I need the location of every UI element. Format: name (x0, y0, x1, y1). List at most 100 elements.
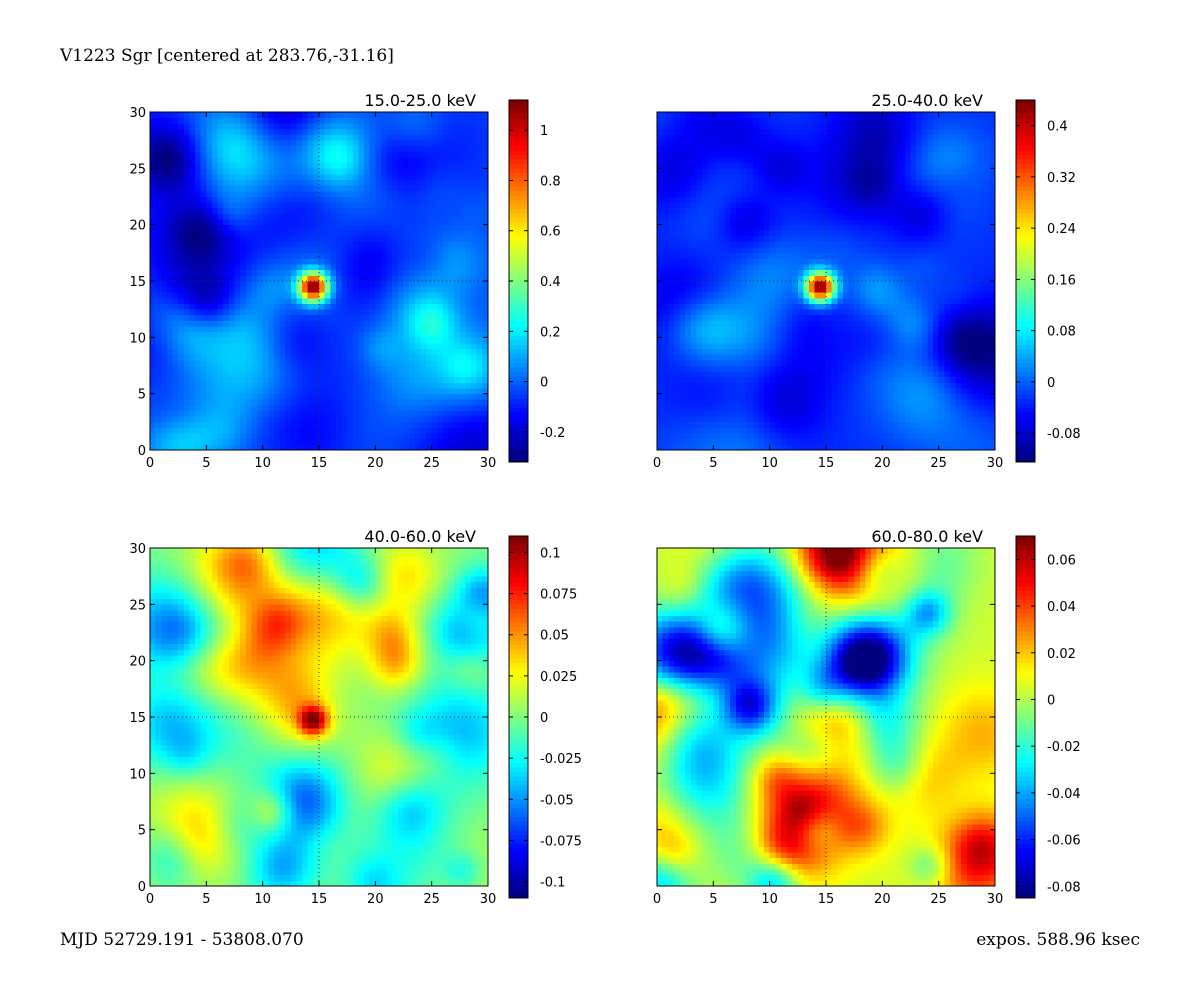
heatmap-cell (938, 404, 945, 411)
heatmap-cell (178, 151, 185, 158)
heatmap-cell (809, 427, 816, 434)
heatmap-cell (904, 427, 911, 434)
heatmap-cell (251, 286, 258, 293)
heatmap-cell (420, 382, 427, 389)
heatmap-cell (341, 128, 348, 135)
heatmap-cell (730, 382, 737, 389)
heatmap-cell (820, 342, 827, 349)
heatmap-cell (245, 235, 252, 242)
heatmap-cell (302, 416, 309, 423)
heatmap-cell (380, 162, 387, 169)
heatmap-cell (893, 404, 900, 411)
heatmap-cell (166, 303, 173, 310)
heatmap-cell (426, 331, 433, 338)
heatmap-cell (420, 376, 427, 383)
heatmap-cell (780, 376, 787, 383)
heatmap-cell (234, 207, 241, 214)
heatmap-cell (454, 359, 461, 366)
heatmap-cell (183, 224, 190, 231)
heatmap-cell (257, 433, 264, 440)
heatmap-cell (155, 348, 162, 355)
heatmap-cell (949, 399, 956, 406)
colorbar-segment (509, 366, 528, 373)
heatmap-cell (178, 354, 185, 361)
heatmap-cell (279, 354, 286, 361)
heatmap-cell (662, 365, 669, 372)
heatmap-cell (172, 393, 179, 400)
heatmap-cell (364, 157, 371, 164)
heatmap-cell (397, 145, 404, 152)
heatmap-cell (933, 348, 940, 355)
heatmap-cell (234, 202, 241, 209)
heatmap-cell (431, 388, 438, 395)
colorbar-segment (509, 276, 528, 282)
heatmap-cell (307, 179, 314, 186)
heatmap-cell (459, 320, 466, 327)
heatmap-cell (240, 275, 247, 282)
heatmap-cell (403, 348, 410, 355)
heatmap-cell (364, 252, 371, 259)
heatmap-cell (442, 196, 449, 203)
heatmap-cell (364, 371, 371, 378)
heatmap-cell (752, 393, 759, 400)
heatmap-cell (735, 427, 742, 434)
heatmap-cell (262, 342, 269, 349)
heatmap-cell (803, 433, 810, 440)
heatmap-cell (448, 365, 455, 372)
heatmap-cell (978, 382, 985, 389)
heatmap-cell (882, 410, 889, 417)
heatmap-cell (364, 320, 371, 327)
heatmap-cell (364, 376, 371, 383)
heatmap-cell (296, 337, 303, 344)
heatmap-cell (211, 185, 218, 192)
heatmap-cell (718, 433, 725, 440)
heatmap-cell (251, 264, 258, 271)
heatmap-cell (465, 326, 472, 333)
heatmap-cell (335, 416, 342, 423)
heatmap-cell (172, 179, 179, 186)
heatmap-cell (713, 348, 720, 355)
heatmap-cell (369, 185, 376, 192)
heatmap-cell (392, 309, 399, 316)
heatmap-cell (319, 275, 326, 282)
colorbar-tick-label: 0.4 (540, 275, 561, 290)
heatmap-cell (679, 444, 686, 451)
heatmap-cell (240, 393, 247, 400)
heatmap-cell (364, 410, 371, 417)
heatmap-cell (876, 354, 883, 361)
heatmap-cell (431, 202, 438, 209)
heatmap-cell (335, 404, 342, 411)
heatmap-cell (476, 269, 483, 276)
heatmap-cell (375, 326, 382, 333)
heatmap-cell (330, 157, 337, 164)
heatmap-cell (200, 399, 207, 406)
heatmap-cell (420, 331, 427, 338)
heatmap-cell (842, 427, 849, 434)
heatmap-cell (161, 145, 168, 152)
heatmap-cell (899, 342, 906, 349)
colorbar-segment (509, 285, 528, 291)
heatmap-cell (471, 444, 478, 451)
heatmap-cell (347, 444, 354, 451)
heatmap-cell (273, 427, 280, 434)
heatmap-cell (752, 416, 759, 423)
heatmap-cell (195, 123, 202, 130)
heatmap-cell (831, 371, 838, 378)
heatmap-cell (426, 410, 433, 417)
heatmap-cell (916, 427, 923, 434)
heatmap-cell (442, 151, 449, 158)
heatmap-cell (307, 196, 314, 203)
heatmap-cell (240, 230, 247, 237)
heatmap-cell (262, 224, 269, 231)
heatmap-cell (172, 376, 179, 383)
heatmap-cell (307, 416, 314, 423)
heatmap-cell (262, 190, 269, 197)
heatmap-cell (414, 388, 421, 395)
heatmap-cell (454, 162, 461, 169)
heatmap-cell (279, 365, 286, 372)
heatmap-cell (217, 213, 224, 220)
heatmap-cell (848, 342, 855, 349)
heatmap-cell (978, 410, 985, 417)
heatmap-cell (392, 269, 399, 276)
heatmap-cell (257, 444, 264, 451)
